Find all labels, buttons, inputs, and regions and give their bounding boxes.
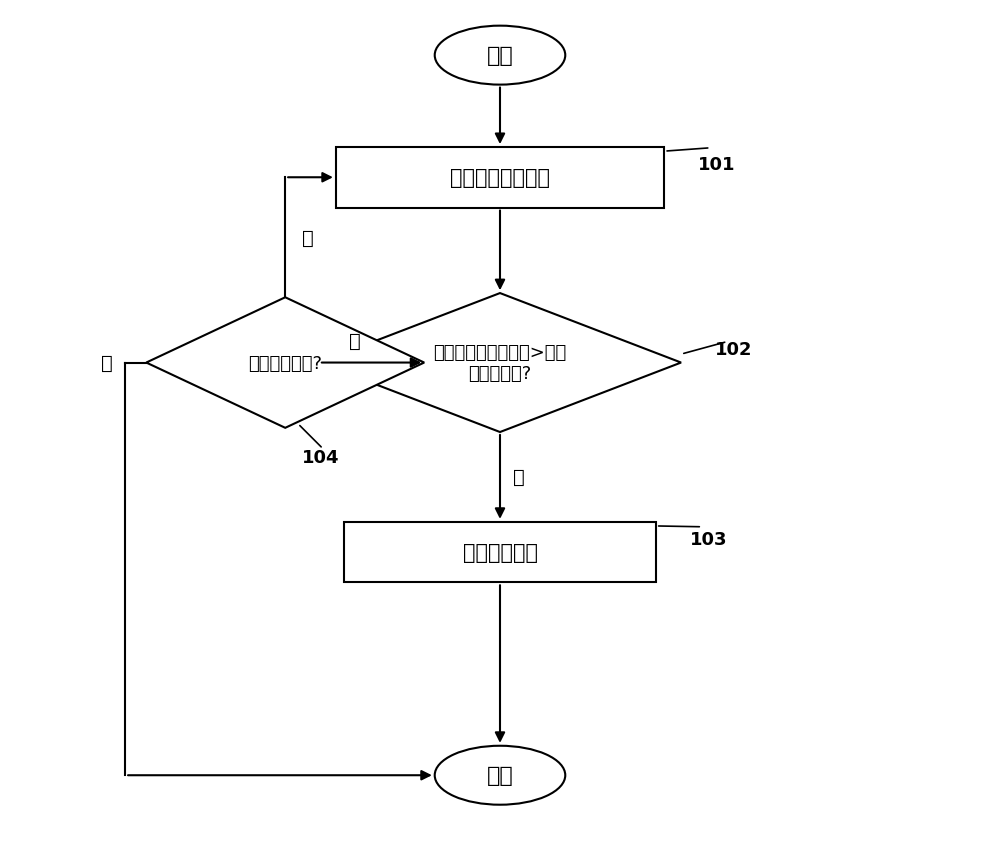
Ellipse shape [435,746,565,805]
Text: 否: 否 [302,229,314,247]
Text: 否: 否 [349,332,361,350]
Text: 104: 104 [302,448,340,466]
Text: 102: 102 [715,341,752,359]
Text: 采集的取装作业流量>预设
的限定流量?: 采集的取装作业流量>预设 的限定流量? [433,344,567,382]
Text: 是: 是 [101,354,113,372]
Polygon shape [146,298,424,428]
Ellipse shape [435,27,565,85]
Text: 采集取装作业流量: 采集取装作业流量 [450,168,550,188]
Text: 是: 是 [513,468,524,487]
FancyBboxPatch shape [336,148,664,208]
Text: 停止取装作业: 停止取装作业 [463,543,538,562]
Text: 103: 103 [690,530,727,548]
Polygon shape [319,294,681,432]
Text: 开始: 开始 [487,766,513,785]
Text: 取装作业完毕?: 取装作业完毕? [248,354,322,372]
FancyBboxPatch shape [344,522,656,582]
Text: 开始: 开始 [487,46,513,66]
Text: 101: 101 [698,155,735,174]
